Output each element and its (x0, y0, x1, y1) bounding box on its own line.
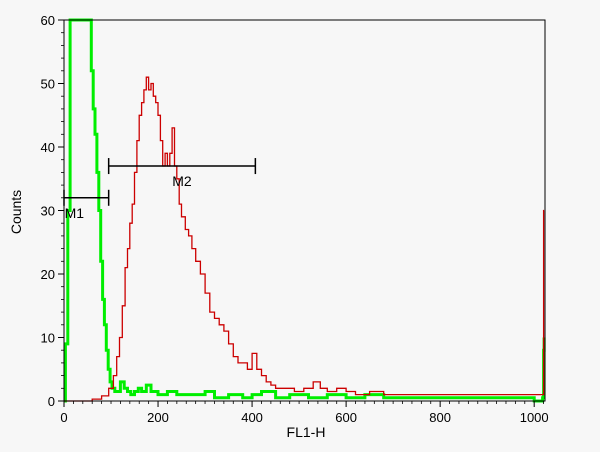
series-line-2 (64, 76, 545, 402)
y-tick-label: 30 (41, 204, 55, 219)
y-tick-label: 50 (41, 77, 55, 92)
x-tick-label: 200 (147, 410, 169, 425)
x-tick-label: 600 (335, 410, 357, 425)
x-tick-label: 0 (60, 410, 67, 425)
series-line-1 (63, 18, 546, 403)
axis-layer: 0 200 400 600 800 1000 0 10 20 30 40 50 60 (41, 13, 549, 425)
y-tick-label: 40 (41, 140, 55, 155)
marker-layer: M1 M2 (63, 158, 257, 221)
x-tick-label: 800 (429, 410, 451, 425)
y-tick-label: 20 (41, 267, 55, 282)
y-tick-label: 10 (41, 331, 55, 346)
y-axis-title: Counts (8, 190, 24, 234)
y-tick-label: 0 (48, 394, 55, 409)
marker-label-2: M2 (172, 173, 192, 189)
x-tick-label: 1000 (520, 410, 549, 425)
series-layer (63, 18, 546, 403)
y-tick-label: 60 (41, 13, 55, 28)
marker-label-1: M1 (65, 205, 85, 221)
x-tick-label: 400 (241, 410, 263, 425)
x-axis-title: FL1-H (287, 424, 326, 440)
